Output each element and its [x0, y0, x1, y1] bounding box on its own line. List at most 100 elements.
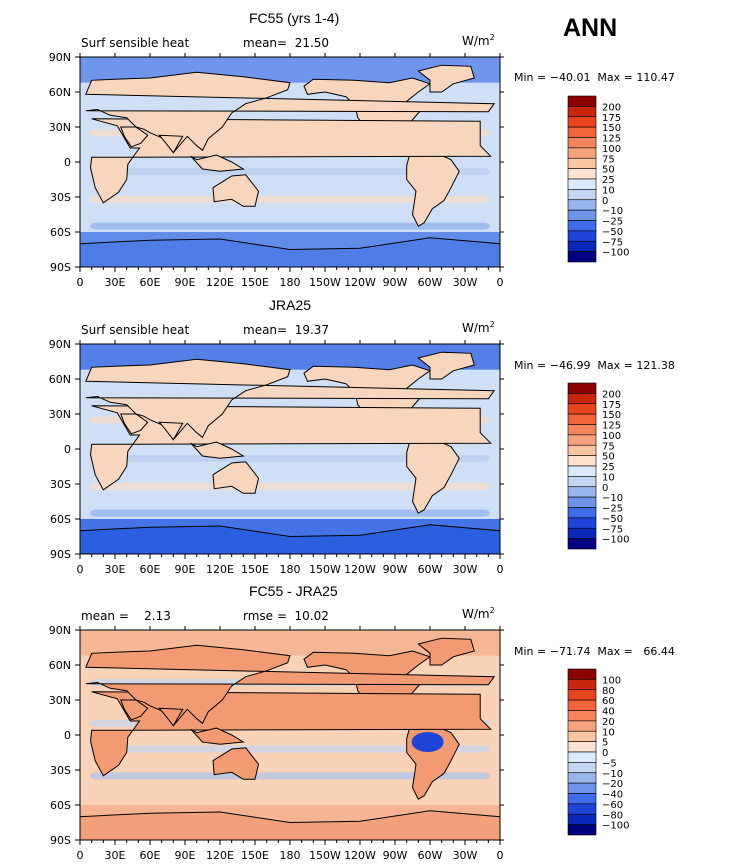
units-text: W/m — [462, 607, 490, 621]
x-tick-label: 60W — [418, 849, 443, 862]
y-tick-label: 0 — [64, 443, 71, 456]
map-panel-1: FC55 (yrs 1-4) Surf sensible heat mean= 21… — [0, 0, 733, 289]
continent-eurasia — [85, 71, 496, 154]
colorbar-swatch — [567, 527, 597, 539]
colorbar-swatch — [567, 465, 597, 477]
panel-title: FC55 (yrs 1-4) — [249, 10, 340, 26]
y-tick-label: 90N — [49, 624, 71, 637]
units-superscript: 2 — [489, 320, 495, 329]
colorbar-swatch — [567, 168, 597, 180]
colorbar-swatch — [567, 782, 597, 794]
panel-left-text: mean = 2.13 — [81, 609, 171, 623]
min-max-stats: Min = −40.01 Max = 110.47 — [514, 71, 675, 84]
colorbar-swatch — [567, 476, 597, 488]
colorbar-label: 0 — [602, 196, 608, 207]
y-tick-label: 30S — [50, 764, 71, 777]
colorbar-label: 200 — [602, 102, 621, 113]
colorbar-swatch — [567, 455, 597, 467]
continent-eurasia — [85, 358, 496, 441]
x-tick-label: 0 — [77, 563, 84, 576]
panel-left-text: Surf sensible heat — [81, 323, 190, 337]
x-tick-label: 150W — [309, 563, 341, 576]
colorbar-swatch — [567, 209, 597, 221]
continent-greenland — [417, 351, 475, 380]
colorbar-label: −25 — [602, 504, 623, 515]
zonal-streak — [90, 222, 490, 230]
colorbar-label: −25 — [602, 217, 623, 228]
colorbar-label: −10 — [602, 206, 623, 217]
x-tick-label: 60E — [140, 276, 161, 289]
colorbar-swatch — [567, 538, 597, 550]
zonal-streak — [90, 167, 490, 175]
y-tick-label: 90N — [49, 338, 71, 351]
x-tick-label: 150W — [309, 276, 341, 289]
x-tick-label: 90W — [383, 563, 408, 576]
y-tick-label: 60S — [50, 226, 71, 239]
y-tick-label: 30N — [49, 121, 71, 134]
zonal-streak — [90, 509, 490, 517]
colorbar-swatch — [567, 189, 597, 201]
colorbar-swatch — [567, 137, 597, 149]
map-panel-2: JRA25 Surf sensible heat mean= 19.37 W/m2 Mi… — [0, 287, 733, 576]
continent-eurasia — [85, 644, 496, 727]
x-tick-label: 60W — [418, 276, 443, 289]
y-tick-label: 30N — [49, 694, 71, 707]
colorbar-label: 175 — [602, 400, 621, 411]
panel-title: FC55 - JRA25 — [249, 583, 338, 599]
continent-greenland — [417, 64, 475, 93]
colorbar-label: −80 — [602, 810, 623, 821]
colorbar-label: 10 — [602, 185, 615, 196]
continent-india — [158, 707, 184, 727]
continent-arabia — [120, 413, 149, 435]
x-tick-label: 180 — [280, 563, 301, 576]
colorbar-swatch — [567, 251, 597, 263]
units-label: W/m2 — [462, 606, 495, 621]
colorbar-swatch — [567, 486, 597, 498]
colorbar-label: −100 — [602, 248, 629, 259]
colorbar-label: 125 — [602, 421, 621, 432]
map-svg: 0 30E 60E 90E 120E 150E 180 150W 120W 90W 60W 30W 09… — [49, 338, 630, 576]
colorbar-label: 150 — [602, 410, 621, 421]
x-tick-label: 0 — [77, 276, 84, 289]
colorbar-swatch — [567, 199, 597, 211]
x-tick-label: 90E — [175, 563, 196, 576]
season-label: ANN — [563, 14, 618, 42]
colorbar-swatch — [567, 679, 597, 691]
colorbar-swatch — [567, 751, 597, 763]
map-svg: 0 30E 60E 90E 120E 150E 180 150W 120W 90W 60W 30W 09… — [49, 51, 630, 289]
units-superscript: 2 — [489, 33, 495, 42]
x-tick-label: 120W — [344, 563, 376, 576]
colorbar-label: −10 — [602, 769, 623, 780]
units-label: W/m2 — [462, 320, 495, 335]
colorbar-swatch — [567, 157, 597, 169]
colorbar-swatch — [567, 116, 597, 128]
colorbar-label: −75 — [602, 524, 623, 535]
x-tick-label: 60E — [140, 563, 161, 576]
colorbar-label: −50 — [602, 227, 623, 238]
colorbar-label: 125 — [602, 134, 621, 145]
x-tick-label: 120E — [206, 563, 234, 576]
x-tick-label: 0 — [497, 276, 504, 289]
panel-center-text: rmse = 10.02 — [243, 609, 329, 623]
colorbar-label: 10 — [602, 727, 615, 738]
continent-arabia — [120, 126, 149, 148]
colorbar-swatch — [567, 220, 597, 232]
x-tick-label: 90W — [383, 849, 408, 862]
x-tick-label: 60W — [418, 563, 443, 576]
continent-australia — [212, 747, 260, 780]
zonal-streak — [90, 745, 490, 753]
panel-left-text: Surf sensible heat — [81, 36, 190, 50]
units-label: W/m2 — [462, 33, 495, 48]
colorbar-label: 100 — [602, 144, 621, 155]
colorbar-label: 100 — [602, 675, 621, 686]
colorbar-label: 0 — [602, 483, 608, 494]
y-tick-label: 30S — [50, 191, 71, 204]
continent-australia — [212, 461, 260, 494]
y-tick-label: 0 — [64, 729, 71, 742]
colorbar-label: 50 — [602, 452, 615, 463]
x-tick-label: 30W — [453, 276, 478, 289]
units-text: W/m — [462, 321, 490, 335]
y-tick-label: 90S — [50, 548, 71, 561]
colorbar-swatch — [567, 403, 597, 415]
zonal-streak — [90, 482, 490, 490]
